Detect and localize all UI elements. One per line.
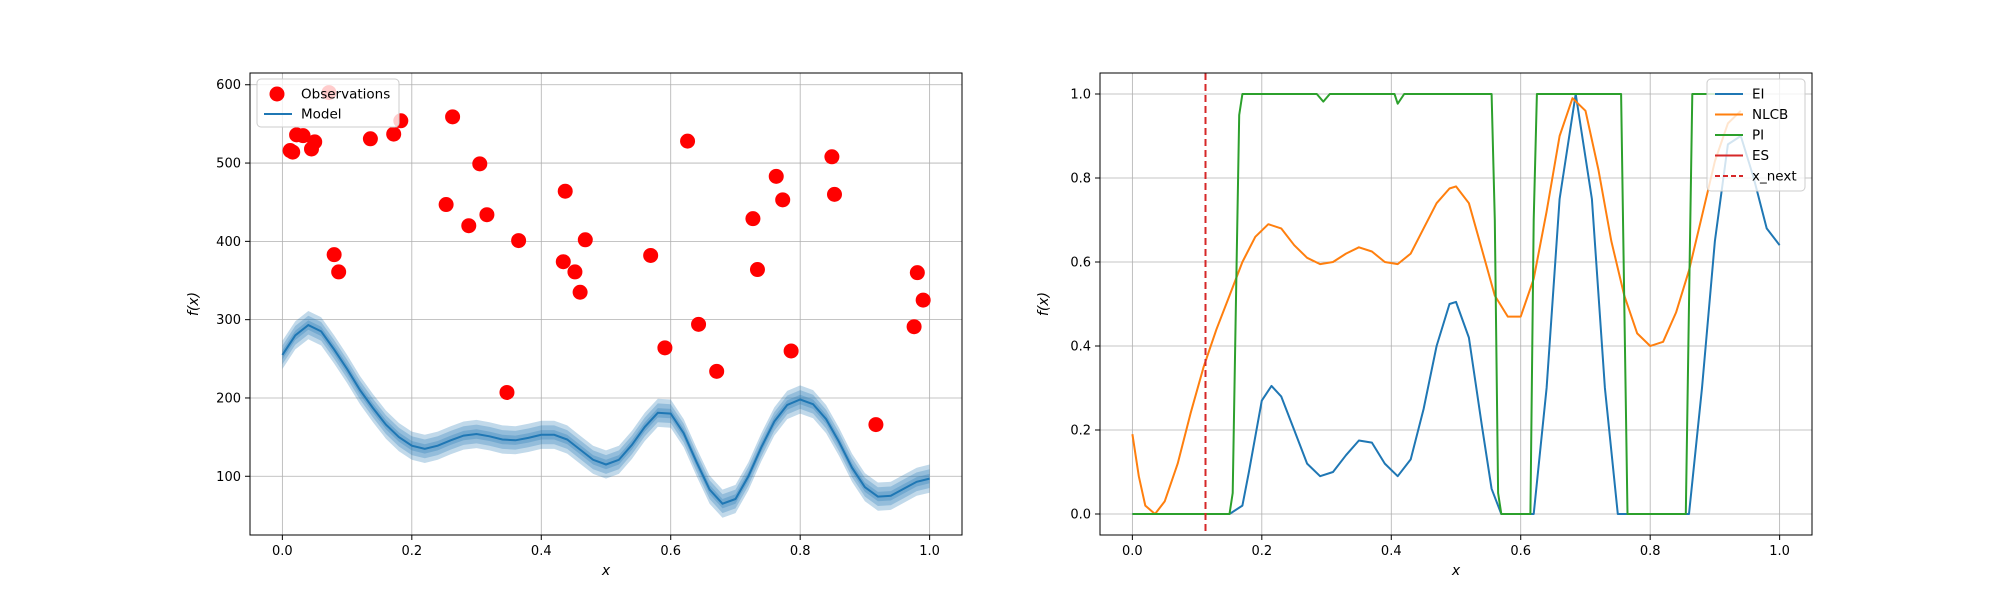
- x-axis-label: x: [1451, 563, 1461, 579]
- observation-point: [285, 144, 301, 160]
- observation-point: [555, 254, 571, 270]
- model-observations-plot: 0.0 0.2 0.4 0.6 0.8 1.0 100 200 300 400 500 600 x f…: [186, 72, 963, 579]
- x-tick-label: 0.0: [272, 544, 293, 559]
- y-axis-label: f(x): [186, 292, 202, 316]
- observation-point: [826, 186, 842, 202]
- x-axis-label: x: [601, 563, 611, 579]
- y-axis-label: f(x): [1036, 292, 1052, 316]
- observation-point: [657, 340, 673, 356]
- legend-nlcb-label: NLCB: [1752, 107, 1788, 123]
- legend: EI NLCB PI ES x_next: [1706, 78, 1806, 192]
- x-tick-label: 0.8: [790, 544, 811, 559]
- observation-point: [307, 134, 323, 150]
- legend-ei-label: EI: [1752, 87, 1765, 103]
- observation-point: [577, 232, 593, 248]
- model-uncertainty-band: [282, 311, 930, 518]
- legend-observations-label: Observations: [301, 87, 390, 103]
- y-tick-label: 500: [216, 157, 241, 172]
- y-tick-label: 0.2: [1070, 424, 1091, 439]
- observation-point: [362, 131, 378, 147]
- observation-point: [326, 247, 342, 263]
- axes-frame: [249, 72, 963, 536]
- y-tick-label: 100: [216, 470, 241, 485]
- x-tick-label: 0.2: [401, 544, 422, 559]
- ei-line: [1132, 93, 1781, 515]
- legend-es-label: ES: [1752, 148, 1769, 164]
- observation-point: [643, 247, 659, 263]
- observation-point: [295, 128, 311, 144]
- x-tick-label: 0.4: [1381, 544, 1402, 559]
- observation-point: [824, 149, 840, 165]
- nlcb-line: [1131, 97, 1742, 515]
- observation-point: [445, 109, 461, 125]
- x-tick-label: 0.8: [1640, 544, 1661, 559]
- observation-point: [745, 211, 761, 227]
- y-tick-label: 0.8: [1070, 172, 1091, 187]
- model-band: [282, 311, 930, 518]
- y-tick-label: 0.6: [1070, 256, 1091, 271]
- observation-point: [472, 156, 488, 172]
- model-band: [282, 320, 930, 509]
- x-tick-label: 0.2: [1251, 544, 1272, 559]
- observation-point: [680, 133, 696, 149]
- y-tick-label: 0.0: [1070, 508, 1091, 523]
- observation-point: [906, 319, 922, 335]
- model-line: [281, 323, 930, 505]
- observation-point: [499, 384, 515, 400]
- observation-point: [709, 363, 725, 379]
- observation-point: [768, 168, 784, 184]
- legend: Observations Model: [256, 78, 400, 128]
- observation-point: [572, 284, 588, 300]
- observation-point: [567, 264, 583, 280]
- axis-ticks: 0.0 0.2 0.4 0.6 0.8 1.0 0.0 0.2 0.4 0.6 0.8 1.0: [1070, 88, 1790, 560]
- x-tick-label: 1.0: [919, 544, 940, 559]
- observation-point: [749, 262, 765, 278]
- observation-point: [331, 264, 347, 280]
- legend-pi-label: PI: [1752, 128, 1764, 144]
- observation-point: [461, 218, 477, 234]
- x-tick-label: 0.0: [1122, 544, 1143, 559]
- axes-frame: [1099, 72, 1813, 536]
- legend-model-label: Model: [301, 107, 342, 123]
- observation-point: [386, 126, 402, 142]
- model-band: [282, 315, 930, 514]
- axis-ticks: 0.0 0.2 0.4 0.6 0.8 1.0 100 200 300 400 500 600: [216, 78, 940, 559]
- x-tick-label: 0.6: [1510, 544, 1531, 559]
- observation-point: [438, 197, 454, 213]
- y-tick-label: 600: [216, 78, 241, 93]
- observation-point: [557, 183, 573, 199]
- y-tick-label: 400: [216, 235, 241, 250]
- x-tick-label: 1.0: [1769, 544, 1790, 559]
- observation-point: [775, 192, 791, 208]
- y-tick-label: 1.0: [1070, 88, 1091, 103]
- observation-point: [915, 292, 931, 308]
- legend-box: [256, 78, 400, 128]
- pi-line: [1132, 93, 1741, 515]
- observation-point: [511, 233, 527, 249]
- y-tick-label: 0.4: [1070, 340, 1091, 355]
- observation-point: [868, 417, 884, 433]
- y-tick-label: 300: [216, 313, 241, 328]
- observation-point: [909, 265, 925, 281]
- legend-observations-marker: [269, 86, 285, 102]
- observation-point: [691, 316, 707, 332]
- x-tick-label: 0.4: [531, 544, 552, 559]
- acquisition-functions-plot: 0.0 0.2 0.4 0.6 0.8 1.0 0.0 0.2 0.4 0.6 0.8 1.0 x f…: [1036, 72, 1813, 579]
- legend-x-next-label: x_next: [1752, 169, 1797, 185]
- x-tick-label: 0.6: [660, 544, 681, 559]
- observation-point: [479, 207, 495, 223]
- y-tick-label: 200: [216, 391, 241, 406]
- series-layer: [1131, 73, 1781, 535]
- legend-box: [1706, 78, 1806, 192]
- observation-point: [783, 343, 799, 359]
